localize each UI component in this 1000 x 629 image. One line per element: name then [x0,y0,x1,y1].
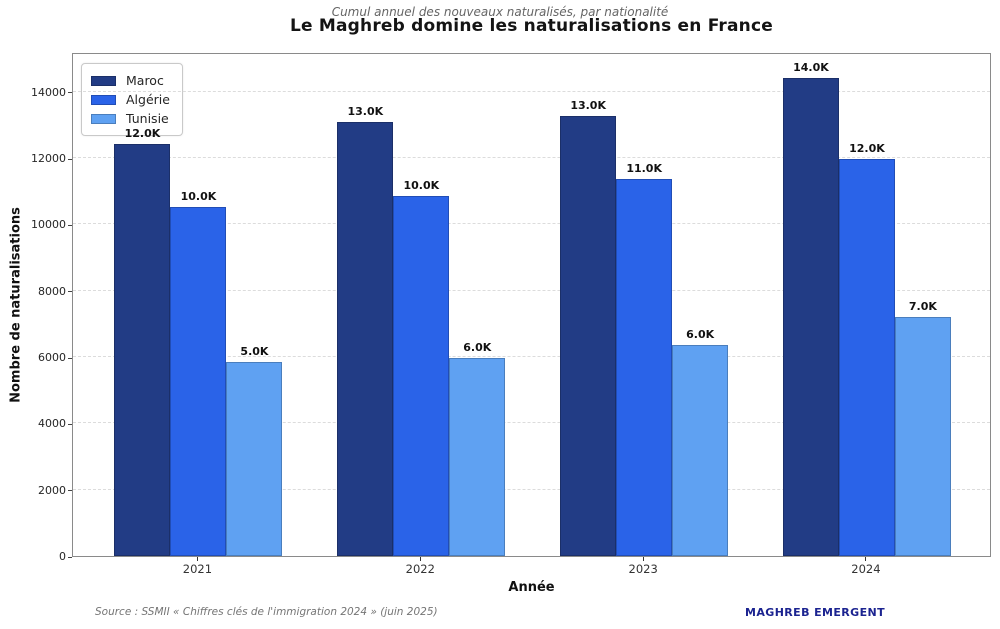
bar-value-label: 13.0K [347,104,384,118]
bar-tunisie-2021 [226,362,283,556]
bar-maroc-2023 [560,116,617,556]
y-tick-mark [68,490,72,492]
bar-tunisie-2023 [672,345,729,556]
y-tick-mark [68,92,72,94]
bar-tunisie-2022 [449,357,506,556]
y-tick-mark [68,158,72,160]
x-axis-title: Année [508,580,555,595]
plot-area: Maroc Algérie Tunisie 12.0K 10.0K 5.0K 13.0K 1… [72,53,991,557]
x-tick-label: 2024 [851,562,881,576]
y-tick-label: 4000 [38,417,66,431]
legend-item: Maroc [91,71,170,90]
gridline [73,488,990,490]
x-tick-mark [419,557,421,561]
x-tick-label: 2022 [405,562,435,576]
bar-value-label: 11.0K [626,161,662,175]
x-tick-label: 2021 [182,562,213,576]
bar-algerie-2022 [393,195,450,556]
bar-value-label: 5.0K [240,345,269,359]
x-tick-mark [196,557,198,561]
y-tick-mark [68,291,72,293]
y-tick-label: 8000 [38,284,66,298]
gridline [73,90,990,92]
legend-swatch-icon [91,113,116,124]
bar-value-label: 10.0K [403,178,440,192]
bar-algerie-2023 [616,178,673,556]
legend-swatch-icon [91,94,116,105]
bar-value-label: 10.0K [180,189,217,203]
legend-label: Algérie [126,92,170,107]
chart-title: Le Maghreb domine les naturalisations en… [290,16,773,36]
bar-value-label: 12.0K [849,142,885,156]
bar-value-label: 12.0K [124,126,161,140]
bar-value-label: 14.0K [793,60,829,74]
y-tick-label: 14000 [31,85,66,99]
gridline [73,289,990,291]
y-tick-mark [68,224,72,226]
y-tick-mark [68,357,72,359]
y-tick-mark [68,556,72,558]
gridline [73,223,990,225]
brand-label: MAGHREB EMERGENT [745,606,885,619]
bar-maroc-2022 [337,121,394,556]
bar-maroc-2021 [114,143,171,556]
y-tick-label: 10000 [31,218,66,232]
x-tick-mark [642,557,644,561]
legend-item: Algérie [91,90,170,109]
source-note: Source : SSMII « Chiffres clés de l'immi… [95,606,438,618]
legend-swatch-icon [91,75,116,86]
y-tick-label: 0 [59,550,66,563]
bar-value-label: 7.0K [908,299,937,313]
gridline [73,157,990,159]
gridline [73,356,990,358]
bar-maroc-2024 [782,77,839,556]
legend-label: Tunisie [126,111,169,126]
x-tick-label: 2023 [628,562,658,576]
y-tick-label: 12000 [31,152,66,166]
legend: Maroc Algérie Tunisie [81,63,183,136]
bar-value-label: 13.0K [570,99,606,113]
bar-algerie-2024 [838,159,895,556]
bar-value-label: 6.0K [463,340,492,354]
gridline [73,422,990,424]
chart-subtitle: Cumul annuel des nouveaux naturalisés, p… [331,5,669,19]
y-tick-label: 2000 [38,483,66,497]
y-axis-title: Nombre de naturalisations [8,207,24,403]
legend-label: Maroc [126,73,164,88]
bar-value-label: 6.0K [686,328,715,342]
y-tick-label: 6000 [38,351,66,365]
legend-item: Tunisie [91,109,170,128]
bar-algerie-2021 [170,206,227,556]
x-tick-mark [865,557,867,561]
y-tick-mark [68,423,72,425]
bar-tunisie-2024 [894,316,951,556]
